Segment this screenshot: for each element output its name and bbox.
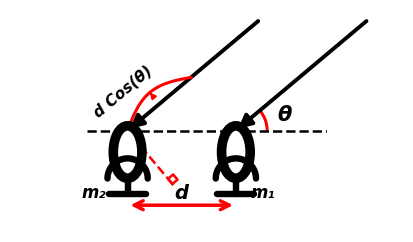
Text: d: d — [174, 184, 188, 203]
Text: m₂: m₂ — [81, 184, 106, 202]
Text: d Cos(θ): d Cos(θ) — [91, 63, 155, 121]
Ellipse shape — [114, 127, 140, 177]
Ellipse shape — [114, 127, 140, 177]
Ellipse shape — [222, 127, 249, 177]
Text: θ: θ — [276, 105, 291, 125]
Ellipse shape — [222, 127, 249, 177]
Text: m₁: m₁ — [250, 184, 274, 202]
